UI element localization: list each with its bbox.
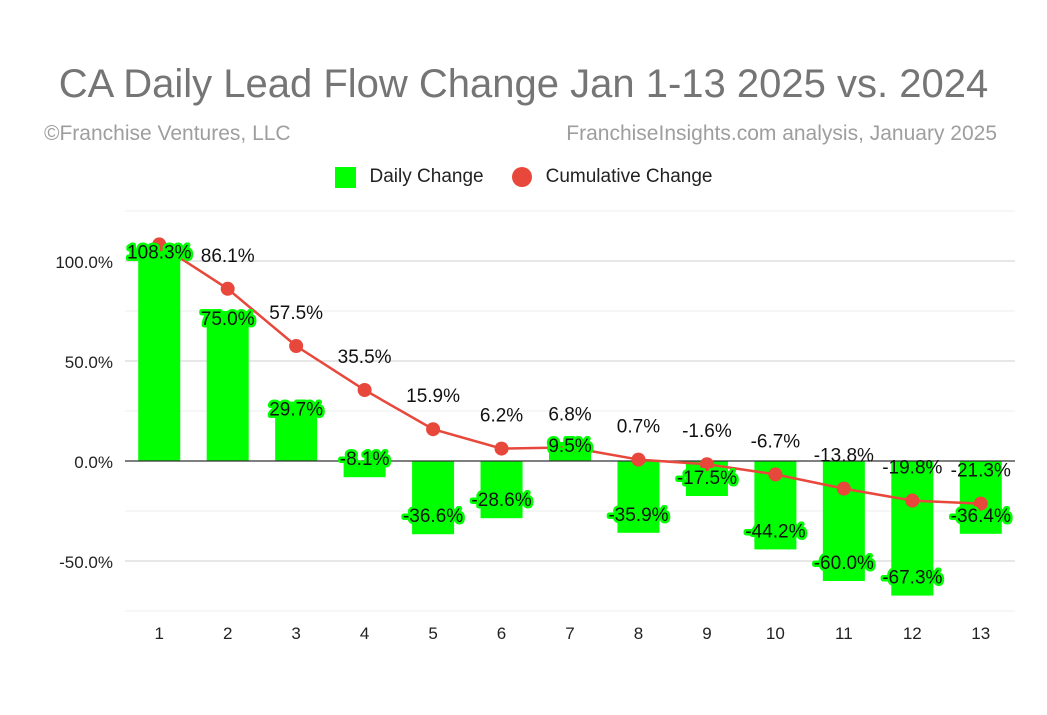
cumulative-label: -1.6% <box>682 421 732 442</box>
x-tick-label: 4 <box>360 624 369 643</box>
cumulative-label: -13.8% <box>814 446 874 467</box>
x-tick-label: 5 <box>428 624 437 643</box>
x-tick-label: 9 <box>702 624 711 643</box>
x-tick-label: 7 <box>565 624 574 643</box>
bar-daily-4 <box>343 461 386 478</box>
daily-label: -60.0% <box>814 553 874 574</box>
legend-label-cumulative: Cumulative Change <box>545 166 713 187</box>
chart-title: CA Daily Lead Flow Change Jan 1-13 2025 … <box>58 62 989 106</box>
bar-daily-11 <box>822 461 865 581</box>
daily-label: -35.9% <box>608 505 668 526</box>
point-cumulative-11 <box>836 481 851 496</box>
cumulative-label: 6.8% <box>548 404 591 425</box>
point-cumulative-2 <box>220 281 235 296</box>
legend-item-cumulative[interactable]: Cumulative Change <box>511 166 713 188</box>
bar-daily-5 <box>412 461 455 535</box>
daily-label: -17.5% <box>677 468 737 489</box>
cumulative-label: 15.9% <box>406 386 460 407</box>
legend-label-daily: Daily Change <box>369 166 484 187</box>
cumulative-label: -21.3% <box>951 461 1011 482</box>
x-tick-label: 10 <box>766 624 785 643</box>
daily-label: 9.5% <box>548 436 591 457</box>
daily-label: 108.3% <box>127 242 192 263</box>
cumulative-label: 6.2% <box>480 406 523 427</box>
cumulative-label: -6.7% <box>751 431 801 452</box>
point-cumulative-8 <box>631 452 646 467</box>
x-tick-label: 8 <box>634 624 643 643</box>
bar-daily-1 <box>138 244 181 461</box>
bar-daily-12 <box>891 461 934 596</box>
daily-label: 29.7% <box>269 400 323 421</box>
point-cumulative-13 <box>973 496 988 511</box>
point-cumulative-12 <box>905 493 920 508</box>
legend-swatch-cumulative <box>511 167 532 187</box>
chart-legend: Daily Change Cumulative Change <box>0 166 1047 188</box>
cumulative-label: 35.5% <box>338 347 392 368</box>
point-cumulative-1 <box>152 237 167 252</box>
bar-daily-2 <box>206 311 249 461</box>
x-tick-label: 2 <box>223 624 232 643</box>
daily-label: -67.3% <box>882 568 942 589</box>
daily-label: -44.2% <box>745 521 805 542</box>
y-tick-label: 50.0% <box>65 353 113 372</box>
daily-label: 75.0% <box>201 309 255 330</box>
y-tick-label: 0.0% <box>74 453 113 472</box>
cumulative-label: -19.8% <box>882 458 942 479</box>
daily-label: -36.6% <box>403 506 463 527</box>
point-cumulative-5 <box>426 422 441 437</box>
cumulative-label: 0.7% <box>617 417 660 438</box>
point-cumulative-6 <box>494 441 509 456</box>
point-cumulative-9 <box>699 457 714 472</box>
daily-label: -28.6% <box>471 490 531 511</box>
x-tick-label: 12 <box>903 624 922 643</box>
chart-source: FranchiseInsights.com analysis, January … <box>566 122 997 145</box>
x-tick-label: 1 <box>154 624 163 643</box>
cumulative-label: 57.5% <box>269 303 323 324</box>
bar-daily-3 <box>275 401 318 461</box>
point-cumulative-7 <box>563 440 577 455</box>
chart-copyright: ©Franchise Ventures, LLC <box>44 122 291 145</box>
cumulative-label: 86.1% <box>201 246 255 267</box>
y-tick-label: 100.0% <box>55 253 113 272</box>
point-cumulative-4 <box>357 383 372 397</box>
x-tick-label: 11 <box>835 624 853 643</box>
x-tick-label: 3 <box>291 624 300 643</box>
legend-swatch-daily <box>334 166 356 188</box>
daily-label: -8.1% <box>340 449 390 470</box>
point-cumulative-3 <box>289 339 304 353</box>
legend-item-daily[interactable]: Daily Change <box>334 166 484 188</box>
x-tick-label: 13 <box>971 624 990 643</box>
daily-label: -36.4% <box>951 506 1011 527</box>
x-tick-label: 6 <box>497 624 506 643</box>
bar-daily-8 <box>617 461 660 533</box>
point-cumulative-10 <box>768 467 783 482</box>
bar-daily-6 <box>480 461 523 519</box>
y-tick-label: -50.0% <box>59 553 113 572</box>
